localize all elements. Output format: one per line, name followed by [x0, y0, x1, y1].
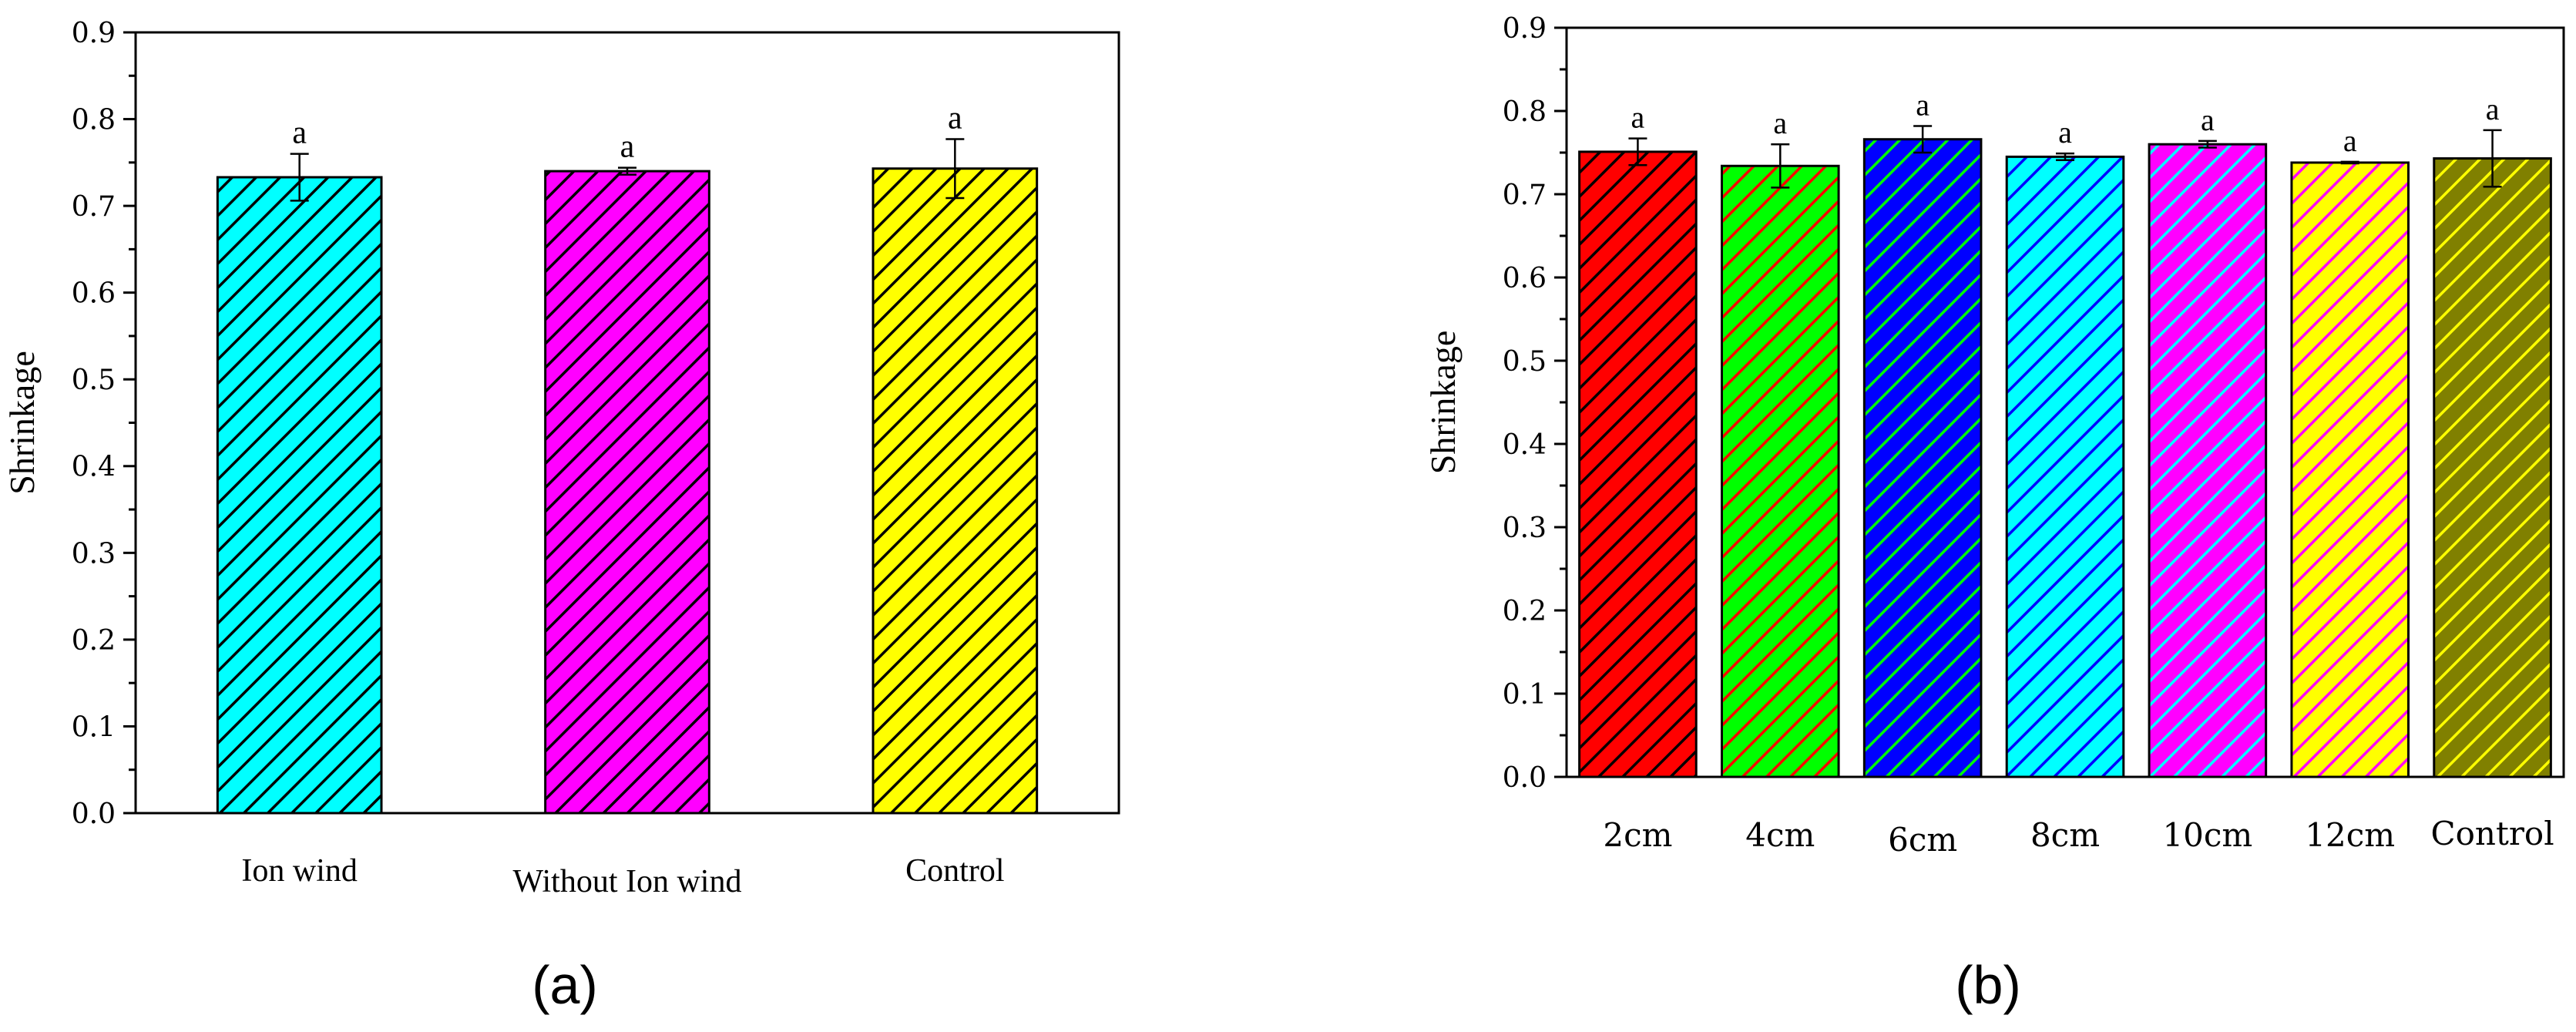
y-tick-label: 0.6	[72, 278, 116, 310]
y-tick-label: 0.4	[72, 452, 116, 483]
x-tick-label: 12cm	[2305, 816, 2395, 854]
x-tick-label: Ion wind	[241, 853, 358, 889]
significance-label: a	[2058, 115, 2072, 150]
y-tick-label: 0.3	[1503, 513, 1547, 544]
significance-label: a	[620, 129, 635, 165]
significance-label: a	[2343, 123, 2357, 158]
panel-label-b: (b)	[1955, 955, 2021, 1015]
panel-label-a: (a)	[532, 955, 598, 1015]
error-bar	[945, 138, 965, 200]
y-tick-label: 0.4	[1503, 429, 1547, 461]
error-bar	[1628, 137, 1647, 166]
significance-label: a	[1773, 106, 1787, 140]
y-tick-label: 0.7	[72, 191, 116, 223]
chart-panel-b: a a a a a a a 0.0 0.1 0.2 0.3 0.4 0.5 0.6 0.7 0.8 0.9 2…	[1423, 13, 2565, 1015]
bar-control	[2433, 157, 2552, 778]
x-tick-label: 6cm	[1888, 821, 1957, 859]
y-ticks-a: 0.0 0.1 0.2 0.3 0.4 0.5 0.6 0.7 0.8 0.9	[72, 18, 136, 830]
significance-labels-b: a a a a a a a	[1631, 87, 2500, 157]
error-bar	[1913, 125, 1933, 154]
error-bar	[290, 153, 309, 202]
bars-a	[216, 167, 1039, 815]
bar-2cm	[1578, 150, 1698, 778]
y-ticks-b: 0.0 0.1 0.2 0.3 0.4 0.5 0.6 0.7 0.8 0.9	[1503, 13, 1567, 794]
significance-label: a	[1631, 100, 1645, 135]
bars-b	[1578, 138, 2552, 778]
y-tick-label: 0.8	[72, 105, 116, 136]
error-bar	[2340, 160, 2359, 165]
bar-ion-wind	[216, 176, 383, 815]
x-tick-label: 8cm	[2030, 816, 2100, 854]
bar-6cm	[1862, 138, 1983, 778]
x-tick-labels-b: 2cm 4cm 6cm 8cm 10cm 12cm Control	[1603, 815, 2554, 859]
bar-12cm	[2290, 161, 2410, 778]
error-bar	[618, 166, 636, 176]
significance-label: a	[292, 116, 307, 151]
error-bar	[2198, 140, 2217, 149]
y-tick-label: 0.7	[1503, 180, 1547, 211]
bar-10cm	[2148, 143, 2268, 778]
x-tick-labels-a: Ion wind Without Ion wind Control	[241, 853, 1004, 899]
y-axis-title-b: Shrinkage	[1423, 331, 1463, 475]
y-tick-label: 0.5	[1503, 346, 1547, 378]
error-bar	[2056, 152, 2074, 161]
chart-panel-a: a a a 0.0 0.1 0.2 0.3 0.4 0.5 0.6 0.7 0.8 0.9 Ion w…	[2, 18, 1120, 1015]
bar-control	[872, 167, 1039, 815]
y-tick-label: 0.1	[1503, 679, 1547, 711]
error-bar	[1771, 143, 1790, 189]
x-tick-label: 10cm	[2162, 816, 2252, 854]
bar-4cm	[1720, 164, 1840, 778]
x-tick-label: Control	[2430, 815, 2554, 852]
y-tick-label: 0.9	[72, 18, 116, 49]
significance-label: a	[2201, 103, 2215, 137]
plot-frame-b	[1565, 26, 2565, 778]
significance-labels-a: a aa	[292, 100, 962, 164]
y-tick-label: 0.6	[1503, 263, 1547, 294]
y-tick-label: 0.9	[1503, 13, 1547, 45]
y-tick-label: 0.0	[72, 798, 116, 830]
y-tick-label: 0.0	[1503, 762, 1547, 794]
plot-frame-a	[134, 31, 1120, 815]
significance-label: a	[948, 100, 962, 136]
x-tick-label: Without Ion wind	[513, 864, 742, 899]
error-bar	[2483, 129, 2502, 188]
errorbars-a	[290, 138, 965, 202]
x-tick-label: Control	[905, 853, 1004, 889]
y-tick-label: 0.8	[1503, 96, 1547, 128]
y-tick-label: 0.5	[72, 365, 116, 396]
bar-8cm	[2005, 155, 2125, 778]
errorbars-b	[1628, 125, 2502, 189]
y-axis-title-a: Shrinkage	[2, 351, 42, 495]
significance-label: a	[1916, 87, 1929, 122]
y-tick-label: 0.2	[1503, 596, 1547, 627]
x-tick-label: 4cm	[1745, 816, 1815, 854]
y-tick-label: 0.2	[72, 625, 116, 657]
y-tick-label: 0.1	[72, 711, 116, 743]
y-tick-label: 0.3	[72, 538, 116, 570]
significance-label: a	[2486, 92, 2500, 126]
bar-without-ion-wind	[544, 170, 710, 815]
x-tick-label: 2cm	[1603, 816, 1672, 854]
